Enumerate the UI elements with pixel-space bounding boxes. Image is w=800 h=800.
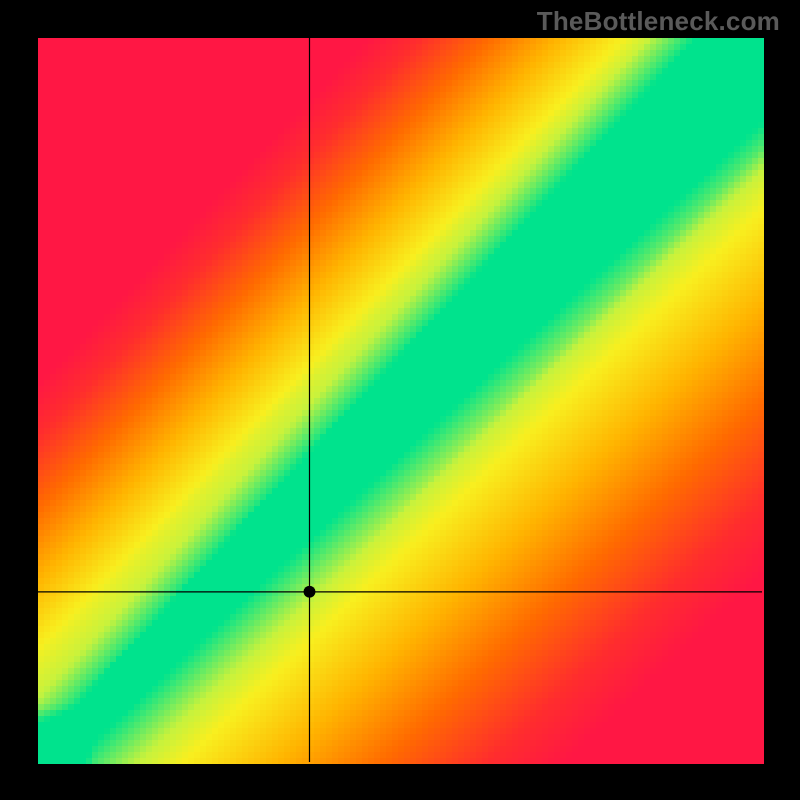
watermark-label: TheBottleneck.com [537, 6, 780, 37]
bottleneck-heatmap [0, 0, 800, 800]
